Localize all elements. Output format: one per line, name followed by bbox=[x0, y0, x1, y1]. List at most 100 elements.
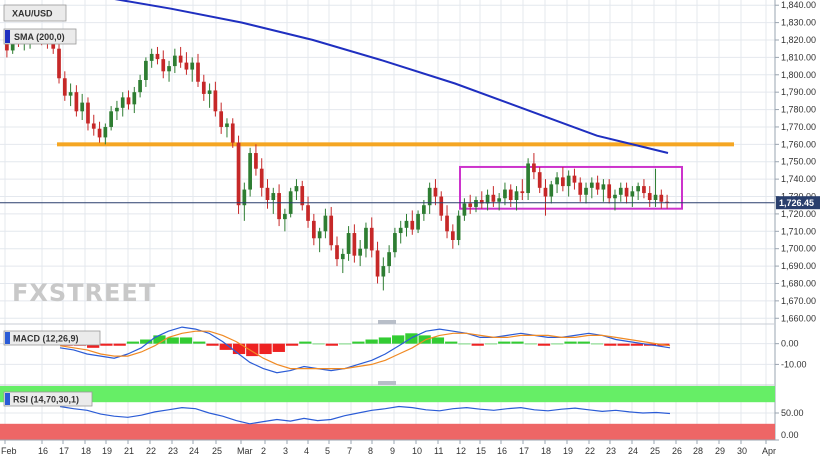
price-tick-label: 1,790.00 bbox=[781, 87, 816, 97]
candle bbox=[387, 245, 391, 274]
rsi-overbought-band bbox=[0, 386, 775, 403]
candle bbox=[213, 81, 218, 117]
candle bbox=[561, 166, 565, 192]
date-tick-label: 24 bbox=[189, 446, 199, 456]
candle bbox=[427, 182, 432, 214]
candle bbox=[115, 100, 119, 120]
candle bbox=[225, 118, 229, 138]
candle bbox=[369, 217, 374, 258]
candle bbox=[68, 83, 73, 107]
candle bbox=[601, 179, 606, 202]
candle bbox=[259, 158, 264, 197]
candle bbox=[618, 182, 623, 202]
candle bbox=[271, 187, 276, 214]
candle bbox=[144, 57, 148, 87]
date-tick-label: 3 bbox=[283, 446, 288, 456]
macd-grid bbox=[0, 0, 775, 440]
candle bbox=[433, 179, 438, 206]
candle bbox=[647, 186, 652, 207]
price-tick-label: 1,670.00 bbox=[781, 296, 816, 306]
price-tick-label: 1,780.00 bbox=[781, 105, 816, 115]
candle bbox=[184, 52, 189, 75]
date-tick-label: 23 bbox=[168, 446, 178, 456]
date-tick-label: Feb bbox=[1, 446, 17, 456]
macd-histogram-bar bbox=[219, 343, 232, 350]
macd-histogram-bar bbox=[431, 337, 445, 344]
candle bbox=[265, 179, 270, 209]
macd-histogram-bar bbox=[537, 343, 551, 346]
candle bbox=[584, 182, 588, 204]
candle bbox=[138, 74, 142, 98]
candle bbox=[190, 57, 195, 82]
candle bbox=[149, 48, 154, 68]
candle bbox=[172, 48, 177, 74]
candle bbox=[543, 179, 548, 216]
macd-histogram-bar bbox=[524, 343, 537, 345]
macd-tick-label: -10.00 bbox=[781, 359, 807, 369]
candle bbox=[375, 241, 380, 284]
consolidation-range-box bbox=[459, 165, 683, 210]
candle bbox=[613, 189, 617, 211]
date-tick-label: 16 bbox=[497, 446, 507, 456]
candle bbox=[479, 191, 484, 209]
macd-histogram-bar bbox=[126, 341, 140, 344]
date-tick-label: 11 bbox=[434, 446, 443, 456]
resistance-level-line bbox=[57, 142, 734, 147]
price-tick-label: 1,660.00 bbox=[781, 313, 816, 323]
macd-tick-label: 0.00 bbox=[781, 339, 799, 349]
macd-histogram-bar bbox=[352, 341, 365, 344]
macd-histogram-bar bbox=[471, 343, 484, 346]
macd-histogram-bar bbox=[100, 343, 113, 346]
date-tick-label: 12 bbox=[456, 446, 466, 456]
macd-histogram-bar bbox=[325, 343, 338, 346]
candle bbox=[393, 227, 397, 258]
date-tick-label: 25 bbox=[212, 446, 222, 456]
candle bbox=[572, 168, 577, 190]
candle bbox=[508, 184, 513, 207]
fxstreet-watermark: FXSTREET bbox=[12, 279, 156, 307]
candle bbox=[416, 210, 420, 234]
candle bbox=[636, 182, 641, 200]
last-price-text: 1,726.45 bbox=[779, 198, 814, 208]
price-tick-label: 1,680.00 bbox=[781, 278, 816, 288]
candle bbox=[201, 74, 206, 101]
candle bbox=[323, 208, 328, 239]
macd-histogram-bar bbox=[498, 341, 511, 344]
candle bbox=[161, 50, 166, 79]
sma-legend: SMA (200,0) bbox=[3, 28, 77, 45]
candle bbox=[167, 60, 171, 82]
candle bbox=[497, 193, 502, 211]
candle bbox=[74, 85, 79, 117]
candle bbox=[311, 213, 316, 246]
date-tick-label: 7 bbox=[347, 446, 352, 456]
macd-histogram-bar bbox=[577, 341, 590, 344]
price-tick-label: 1,710.00 bbox=[781, 226, 816, 236]
candle bbox=[91, 114, 96, 136]
candle bbox=[549, 180, 554, 204]
date-tick-label: 22 bbox=[146, 446, 156, 456]
candle bbox=[86, 97, 90, 131]
price-tick-label: 1,760.00 bbox=[781, 139, 816, 149]
date-tick-label: 17 bbox=[59, 446, 69, 456]
macd-histogram-bar bbox=[392, 335, 405, 344]
candle bbox=[242, 182, 247, 221]
candle bbox=[248, 147, 252, 197]
date-axis: Feb 16 17 18 19 21 22 23 24 25 Mar 2 3 4 5 7 8 9 10 11 12 15 1… bbox=[1, 440, 776, 456]
macd-histogram-bar bbox=[312, 343, 325, 345]
candle bbox=[126, 90, 131, 110]
candle bbox=[196, 53, 200, 87]
candle bbox=[277, 184, 281, 227]
date-tick-label: 23 bbox=[606, 446, 616, 456]
price-axis: 1,840.00 1,830.00 1,820.00 1,810.00 1,800.00… bbox=[775, 0, 816, 323]
price-grid bbox=[0, 0, 775, 440]
price-tick-label: 1,700.00 bbox=[781, 244, 816, 254]
candle bbox=[155, 46, 160, 65]
symbol-text: XAU/USD bbox=[12, 9, 53, 19]
candle bbox=[381, 257, 386, 291]
date-tick-label: 18 bbox=[81, 446, 91, 456]
candle bbox=[340, 248, 345, 274]
rsi-grid bbox=[0, 0, 775, 441]
price-tick-label: 1,690.00 bbox=[781, 261, 816, 271]
macd-histogram-bar bbox=[166, 337, 179, 344]
candle bbox=[230, 118, 235, 148]
